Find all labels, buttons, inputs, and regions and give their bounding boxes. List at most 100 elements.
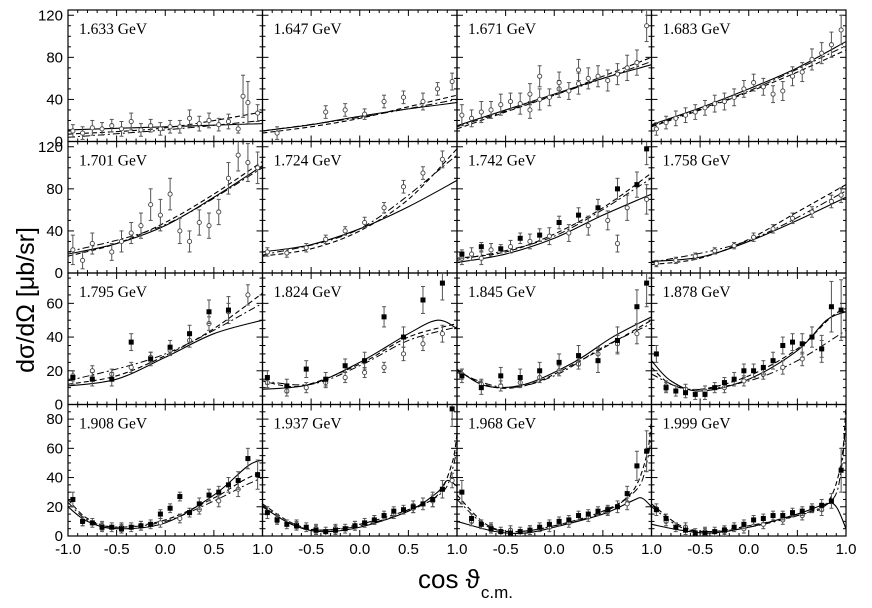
data-point-filled: [439, 486, 445, 492]
data-point-filled: [595, 508, 601, 514]
data-point-open: [439, 331, 445, 337]
data-point-filled: [644, 280, 650, 286]
data-point-filled: [177, 494, 183, 500]
panel-grid: 0 40 80 120 1.633 GeV 1.647 GeV 1.671 GeV 1.683…: [38, 7, 856, 558]
data-point-filled: [148, 356, 154, 362]
data-point-open: [240, 93, 246, 99]
data-point-filled: [751, 368, 757, 374]
x-tick-label: 0.5: [203, 541, 224, 558]
data-point-open: [702, 105, 708, 111]
data-point-open: [400, 94, 407, 100]
model-curve-dashdot: [457, 323, 652, 389]
energy-label: 1.671 GeV: [468, 21, 537, 38]
data-point-open: [439, 156, 445, 162]
data-point-open: [303, 385, 309, 391]
data-point-open: [789, 215, 796, 221]
data-point-filled: [741, 521, 747, 527]
data-point-filled: [89, 520, 95, 526]
data-point-filled: [323, 529, 329, 535]
data-point-filled: [517, 529, 523, 535]
data-point-open: [507, 244, 514, 250]
data-point-filled: [576, 212, 582, 218]
panel-plot-area: [651, 14, 846, 136]
data-point-filled: [527, 527, 533, 533]
data-point-open: [459, 112, 465, 118]
data-point-open: [80, 130, 86, 136]
panel-13: 0 20 40 60 80 -1.0 -0.5 0.0 0.5 1.0 1.908 GeV: [46, 403, 273, 558]
model-curve-dashdot: [262, 154, 457, 256]
energy-label: 1.845 GeV: [468, 284, 537, 301]
data-point-filled: [284, 383, 290, 389]
data-point-filled: [478, 244, 484, 250]
data-point-filled: [478, 385, 484, 391]
data-point-open: [138, 223, 144, 229]
panel-plot-area: [457, 10, 652, 130]
y-tick-label: 120: [38, 139, 63, 156]
data-point-filled: [128, 524, 134, 530]
data-point-open: [527, 91, 533, 97]
energy-label: 1.758 GeV: [663, 153, 732, 170]
model-curve-solid: [68, 319, 263, 387]
data-point-open: [128, 118, 134, 125]
data-point-filled: [410, 504, 416, 510]
data-point-filled: [459, 489, 465, 495]
data-point-filled: [576, 353, 582, 359]
panel-plot-area: [262, 148, 457, 258]
data-point-filled: [537, 524, 543, 530]
model-curve-solid: [651, 502, 846, 534]
data-point-open: [187, 238, 193, 244]
data-point-filled: [342, 526, 348, 532]
data-point-filled: [488, 526, 494, 532]
model-curve-dashdot: [457, 436, 652, 533]
data-point-open: [274, 130, 280, 136]
model-curve-solid: [457, 193, 652, 264]
data-point-filled: [634, 304, 640, 310]
data-point-open: [206, 223, 212, 229]
energy-label: 1.968 GeV: [468, 416, 537, 433]
model-curve-dash: [457, 172, 652, 259]
data-point-filled: [556, 220, 562, 226]
model-curve-dash: [457, 319, 652, 389]
data-point-filled: [469, 515, 475, 521]
model-curve-dash: [68, 161, 263, 257]
y-tick-label: 80: [46, 411, 63, 428]
x-tick-label: 0.5: [787, 541, 808, 558]
data-point-filled: [770, 513, 776, 519]
data-point-filled: [819, 502, 825, 508]
data-point-filled: [70, 375, 76, 381]
data-point-open: [449, 477, 455, 484]
data-point-open: [527, 238, 533, 244]
data-point-filled: [663, 515, 669, 521]
data-point-filled: [187, 331, 193, 337]
data-point-filled: [537, 232, 543, 238]
data-point-open: [167, 124, 173, 130]
data-point-open: [196, 121, 202, 127]
y-tick-label: 0: [55, 134, 63, 151]
energy-label: 1.701 GeV: [79, 153, 148, 170]
model-curve-dash: [651, 184, 846, 266]
data-point-open: [780, 364, 786, 370]
y-tick-label: 0: [55, 397, 63, 414]
energy-label: 1.724 GeV: [274, 153, 343, 170]
data-point-open: [284, 250, 290, 256]
data-point-filled: [362, 358, 368, 364]
data-point-open: [216, 498, 222, 504]
data-point-filled: [614, 337, 620, 343]
data-point-open: [342, 107, 348, 113]
data-point-filled: [790, 510, 796, 516]
model-curve-solid: [262, 179, 457, 253]
data-point-filled: [566, 517, 572, 523]
data-point-filled: [264, 510, 270, 516]
data-point-filled: [721, 527, 727, 533]
data-point-filled: [712, 529, 718, 535]
data-point-open: [420, 98, 426, 105]
data-point-open: [634, 60, 640, 66]
model-curve-solid: [68, 459, 263, 530]
data-point-filled: [167, 505, 173, 511]
data-point-filled: [196, 501, 202, 507]
data-point-filled: [381, 513, 387, 519]
energy-label: 1.742 GeV: [468, 153, 537, 170]
data-point-open: [157, 520, 163, 526]
data-point-filled: [459, 373, 465, 379]
